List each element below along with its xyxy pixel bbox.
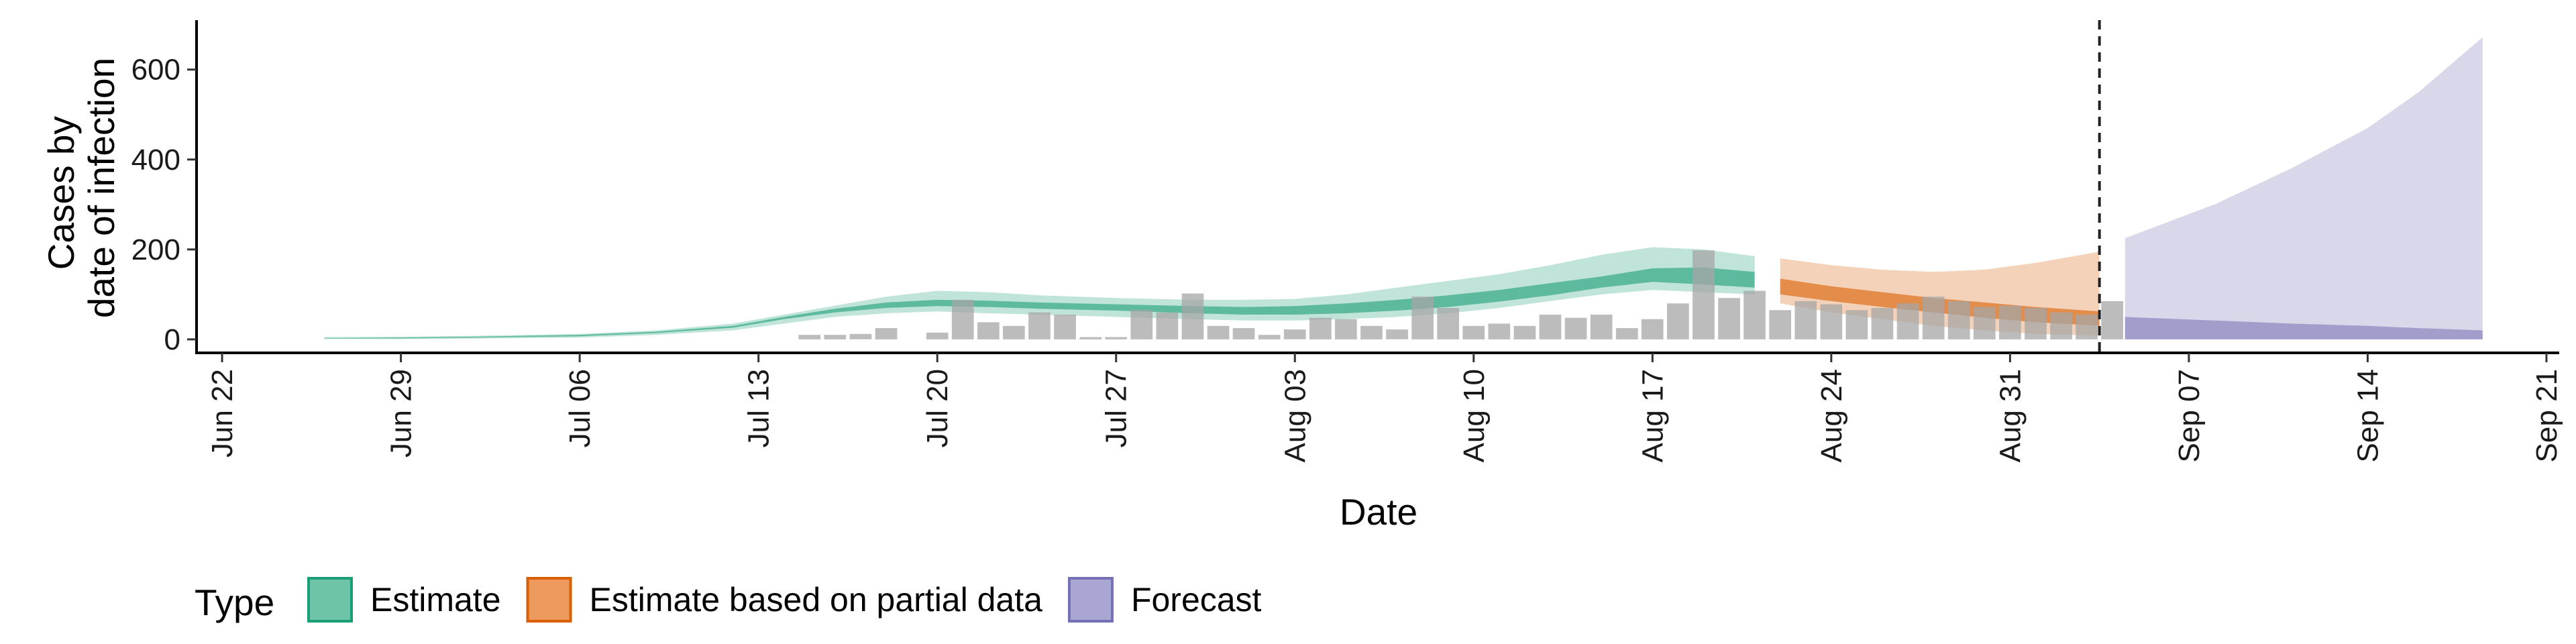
observed-case-bar [1922, 297, 1945, 339]
observed-case-bar [2101, 301, 2123, 339]
observed-case-bar [1896, 303, 1919, 339]
y-tick-label: 0 [164, 323, 180, 356]
estimate-inner-band [324, 267, 1755, 339]
observed-case-bar [1743, 290, 1766, 339]
observed-case-bar [1130, 310, 1153, 339]
observed-case-bar [1105, 337, 1128, 339]
x-tick-label: Sep 21 [2530, 369, 2563, 462]
legend-label: Estimate based on partial data [590, 581, 1043, 619]
x-tick-label: Aug 10 [1458, 369, 1491, 462]
legend: Type Estimate Estimate based on partial d… [195, 577, 1262, 623]
estimate-outer-band [324, 247, 1755, 339]
y-axis-title-line-1: Cases by [40, 116, 82, 270]
observed-case-bar [1513, 325, 1536, 339]
x-tick-label: Sep 07 [2173, 369, 2206, 462]
observed-case-bar [1232, 328, 1255, 339]
x-tick-label: Jul 13 [743, 369, 775, 447]
x-tick-label: Jul 06 [564, 369, 596, 447]
observed-case-bar [1181, 293, 1204, 339]
observed-case-bar [977, 322, 1000, 339]
observed-case-bar [1360, 325, 1383, 339]
forecast-outer-band [2125, 37, 2483, 339]
observed-case-bar [1539, 315, 1562, 339]
observed-case-bar [1845, 310, 1868, 339]
observed-case-bar [1769, 310, 1791, 339]
observed-case-bar [1028, 312, 1051, 339]
observed-case-bar [1947, 301, 1970, 339]
observed-case-bar [1488, 323, 1511, 339]
observed-case-bar [1693, 250, 1715, 339]
axes: 0 200 400 600 Jun 22 Jun 29 Jul 06 Jul 13 Jul 20… [131, 20, 2563, 462]
legend-label: Forecast [1131, 581, 1262, 619]
observed-case-bar [1462, 325, 1485, 339]
observed-case-bar [1283, 329, 1306, 339]
observed-case-bar [1718, 298, 1740, 339]
observed-case-bar [1820, 304, 1843, 339]
observed-case-bar [1386, 329, 1408, 339]
observed-case-bar [1258, 335, 1281, 339]
observed-case-bar [1999, 305, 2021, 339]
x-tick-label: Jun 22 [206, 369, 239, 458]
y-axis-title-line-2: date of infection [80, 58, 122, 318]
observed-case-bar [849, 333, 872, 339]
legend-title: Type [195, 582, 274, 623]
legend-key-forecast [1067, 577, 1114, 623]
observed-case-bar [1641, 319, 1664, 339]
observed-case-bar [824, 335, 847, 339]
observed-case-bar [1003, 325, 1025, 339]
x-tick-label: Jul 27 [1100, 369, 1133, 447]
x-tick-label: Sep 14 [2351, 369, 2384, 462]
x-tick-label: Aug 24 [1815, 369, 1848, 462]
observed-case-bar [2025, 308, 2047, 339]
observed-case-bar [1335, 319, 1357, 339]
y-tick-label: 400 [131, 144, 180, 176]
observed-case-bar [1590, 315, 1613, 339]
x-tick-label: Jun 29 [385, 369, 418, 458]
x-tick-label: Aug 31 [1994, 369, 2027, 462]
y-axis-title: Cases by date of infection [40, 58, 122, 318]
legend-key-estimate-based-on-partial-data [526, 577, 572, 623]
observed-case-bar [926, 332, 949, 339]
x-axis-title: Date [1340, 491, 1417, 533]
plot-area [324, 20, 2483, 353]
observed-case-bar [875, 328, 898, 339]
observed-case-bar [1667, 303, 1689, 339]
observed-case-bar [1411, 297, 1434, 339]
observed-case-bar [798, 335, 821, 339]
observed-case-bar [1054, 315, 1076, 339]
observed-case-bar [1207, 325, 1230, 339]
forecast-inner-band [2125, 317, 2483, 339]
y-tick-label: 200 [131, 233, 180, 266]
observed-case-bar [1437, 308, 1459, 339]
observed-case-bar [1973, 307, 1996, 339]
x-tick-label: Aug 03 [1279, 369, 1311, 462]
observed-case-bar [1564, 317, 1587, 339]
x-tick-label: Jul 20 [921, 369, 954, 447]
observed-case-bar [2076, 315, 2098, 339]
observed-case-bar [1156, 312, 1179, 339]
legend-key-estimate [307, 577, 353, 623]
observed-case-bar [1079, 337, 1102, 339]
observed-case-bar [1871, 308, 1894, 339]
legend-label: Estimate [370, 581, 501, 619]
observed-case-bar [1309, 317, 1332, 339]
observed-case-bar [1794, 301, 1817, 339]
observed-case-bar [951, 299, 974, 339]
observed-case-bar [1615, 328, 1638, 339]
observed-case-bar [2050, 312, 2072, 339]
x-tick-label: Aug 17 [1636, 369, 1669, 462]
y-tick-label: 600 [131, 54, 180, 87]
